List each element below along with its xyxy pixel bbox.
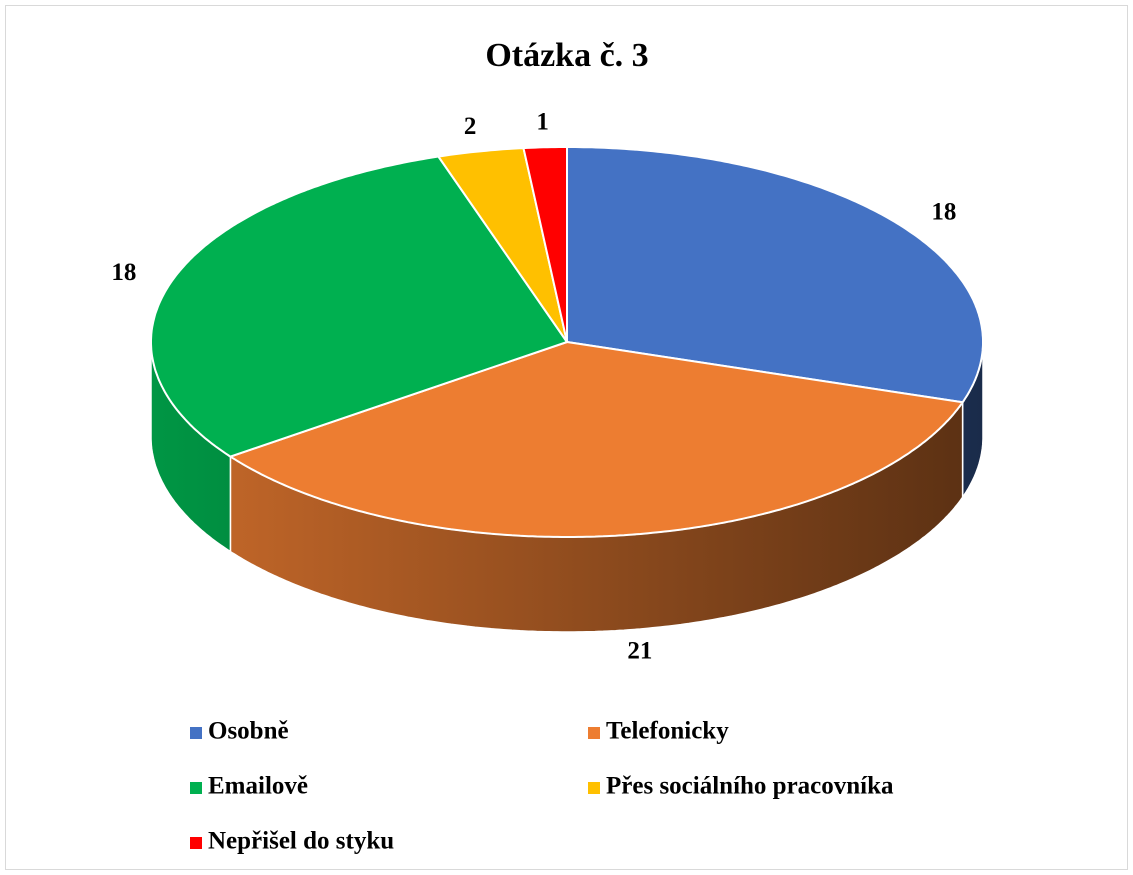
data-label: 18 [111,259,136,286]
chart-title: Otázka č. 3 [485,37,648,74]
legend-label: Přes sociálního pracovníka [606,773,894,800]
slice [150,155,569,458]
legend-label: Osobně [208,718,289,745]
slice [228,340,965,538]
slice [436,147,568,343]
legend-swatch [190,727,202,739]
legend-label: Nepřišel do styku [208,828,394,855]
data-label: 21 [627,637,652,664]
legend-swatch [190,782,202,794]
legend-swatch [588,782,600,794]
data-label: 18 [931,198,956,225]
legend-label: Emailově [208,773,308,800]
data-label: 2 [464,113,477,140]
legend-label: Telefonicky [606,718,729,745]
slice [522,146,568,343]
slice [566,146,984,404]
data-label: 1 [536,109,549,136]
legend-swatch [588,727,600,739]
legend-swatch [190,837,202,849]
